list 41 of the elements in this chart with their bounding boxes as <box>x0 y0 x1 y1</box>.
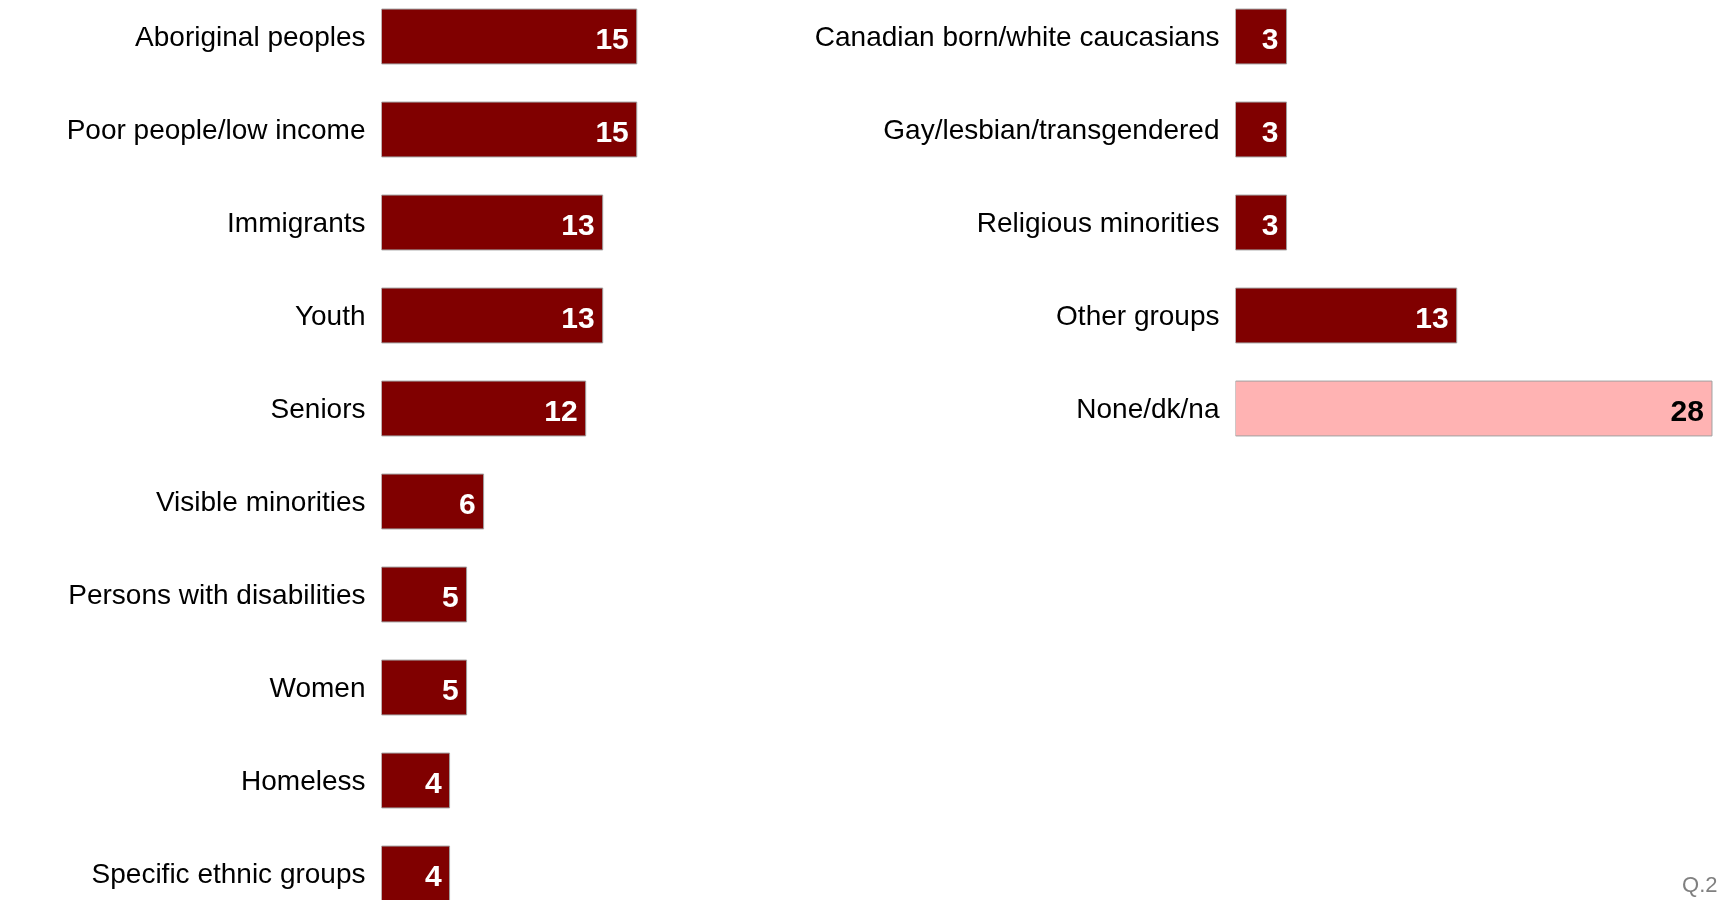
data-label: 3 <box>1261 21 1279 55</box>
data-label: 12 <box>544 393 578 427</box>
y-tick-label: Gay/lesbian/transgendered <box>883 114 1220 145</box>
bar <box>381 566 468 623</box>
data-label: 28 <box>1670 393 1704 427</box>
bar <box>381 8 638 65</box>
bar <box>381 845 451 900</box>
data-label: 5 <box>441 579 459 613</box>
y-tick-label: Youth <box>294 300 366 331</box>
data-label: 3 <box>1261 207 1279 241</box>
bar <box>381 752 451 809</box>
data-label: 13 <box>561 300 595 334</box>
y-tick-label: None/dk/na <box>1076 393 1220 424</box>
y-tick-label: Persons with disabilities <box>68 579 366 610</box>
data-label: 5 <box>441 672 459 706</box>
data-label: 13 <box>561 207 595 241</box>
data-label: 4 <box>424 765 442 799</box>
bar <box>381 659 468 716</box>
text: Q.2 <box>1682 871 1718 897</box>
data-label: 4 <box>424 858 442 892</box>
bar <box>381 101 638 158</box>
data-label: 15 <box>595 21 629 55</box>
bar <box>381 473 485 530</box>
y-tick-label: Visible minorities <box>155 486 366 517</box>
data-label: 3 <box>1261 114 1279 148</box>
y-tick-label: Other groups <box>1056 300 1220 331</box>
bar <box>381 380 587 437</box>
bar <box>381 287 604 344</box>
data-label: 15 <box>595 114 629 148</box>
data-label: 13 <box>1415 300 1449 334</box>
y-tick-label: Seniors <box>270 393 366 424</box>
y-tick-label: Aboriginal peoples <box>135 21 366 52</box>
bar <box>381 194 604 251</box>
y-tick-label: Immigrants <box>227 207 366 238</box>
y-tick-label: Women <box>269 672 366 703</box>
y-tick-label: Poor people/low income <box>66 114 366 145</box>
y-tick-label: Homeless <box>241 765 366 796</box>
y-tick-label: Canadian born/white caucasians <box>814 21 1220 52</box>
data-label: 6 <box>458 486 476 520</box>
y-tick-label: Specific ethnic groups <box>91 858 366 889</box>
y-tick-label: Religious minorities <box>976 207 1220 238</box>
